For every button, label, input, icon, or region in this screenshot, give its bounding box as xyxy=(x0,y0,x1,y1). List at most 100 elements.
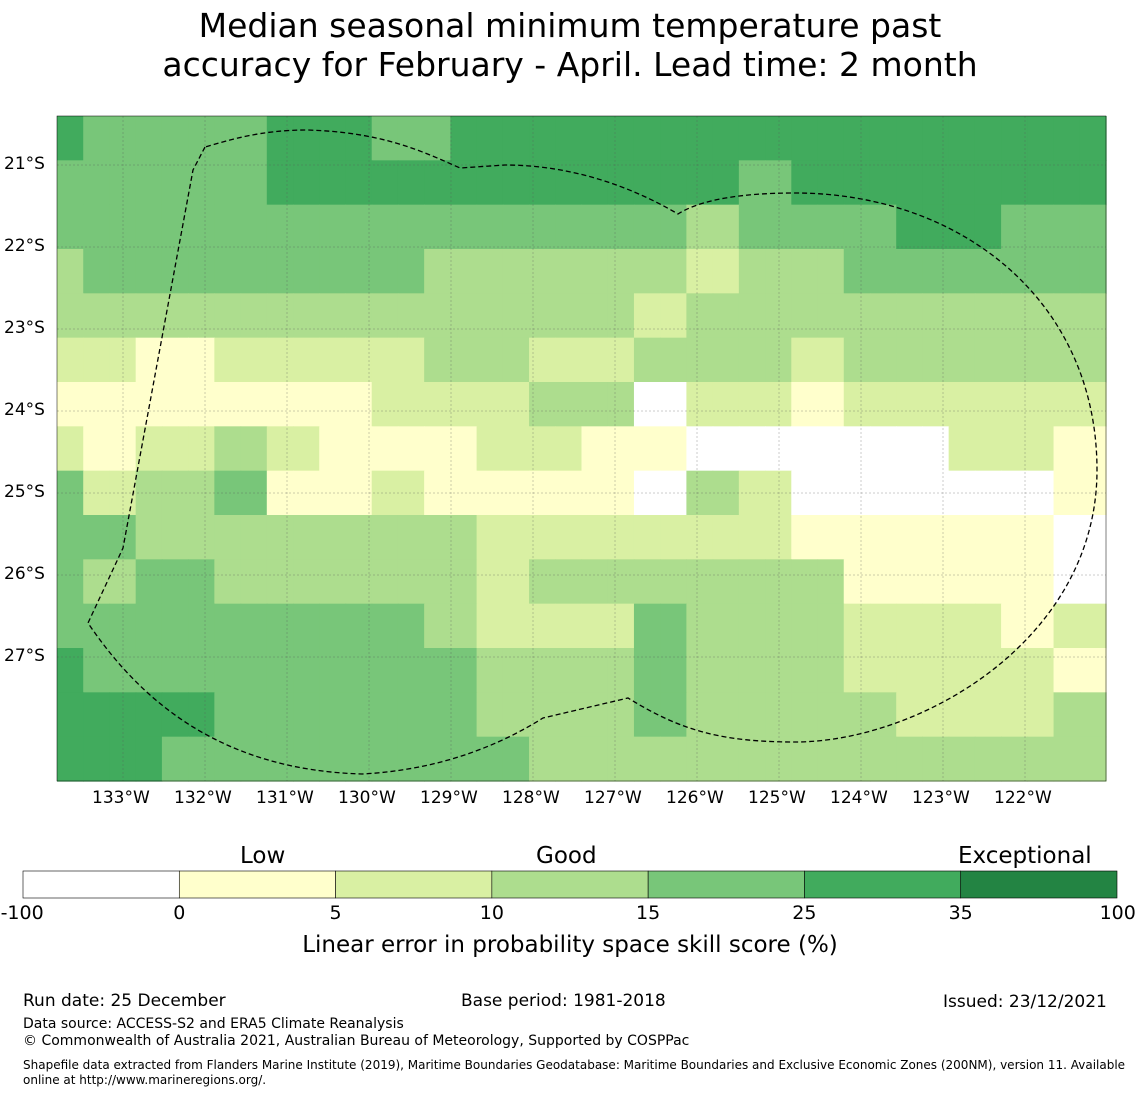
grid-cell xyxy=(581,293,609,339)
grid-cell xyxy=(266,160,294,206)
grid-cell xyxy=(476,426,504,472)
grid-cell xyxy=(161,382,189,427)
grid-cell xyxy=(1079,293,1107,339)
grid-cell xyxy=(686,249,714,294)
grid-cell xyxy=(633,293,661,339)
grid-cell xyxy=(57,692,84,738)
grid-cell xyxy=(974,116,1002,161)
grid-cell xyxy=(738,116,766,161)
grid-cell xyxy=(502,293,530,339)
grid-cell xyxy=(319,692,347,738)
grid-cell xyxy=(660,382,688,427)
grid-cell xyxy=(240,249,268,294)
grid-cell xyxy=(1001,293,1028,339)
grid-cell xyxy=(319,337,347,383)
grid-cell xyxy=(712,204,740,250)
grid-cell xyxy=(424,116,451,161)
grid-cell xyxy=(686,293,714,339)
grid-cell xyxy=(555,736,583,782)
grid-cell xyxy=(843,204,871,250)
grid-cell xyxy=(135,204,163,250)
longitude-label: 133°W xyxy=(92,788,150,808)
grid-cell xyxy=(240,736,268,782)
grid-cell xyxy=(686,426,714,472)
grid-cell xyxy=(214,382,242,427)
latitude-label: 26°S xyxy=(4,564,45,584)
grid-cell xyxy=(843,293,871,339)
grid-cell xyxy=(974,603,1002,649)
grid-cell xyxy=(188,692,215,738)
grid-cell xyxy=(345,337,373,383)
colorbar-tick-label: 35 xyxy=(948,902,973,924)
grid-cell xyxy=(633,603,661,649)
grid-cell xyxy=(712,559,740,605)
grid-cell xyxy=(791,515,819,560)
grid-cell xyxy=(712,337,740,383)
grid-cell xyxy=(345,160,373,206)
grid-cell xyxy=(948,648,976,693)
grid-cell xyxy=(581,249,609,294)
grid-cell xyxy=(896,559,924,605)
grid-cell xyxy=(397,559,425,605)
grid-cell xyxy=(83,293,111,339)
grid-cell xyxy=(817,648,845,693)
grid-cell xyxy=(57,603,84,649)
grid-cell xyxy=(765,204,792,250)
grid-cell xyxy=(660,692,688,738)
grid-cell xyxy=(240,648,268,693)
grid-cell xyxy=(1001,249,1028,294)
grid-cell xyxy=(266,603,294,649)
grid-cell xyxy=(161,515,189,560)
grid-cell xyxy=(633,382,661,427)
grid-cell xyxy=(293,337,320,383)
grid-cell xyxy=(765,293,792,339)
grid-cell xyxy=(869,116,897,161)
grid-cell xyxy=(896,603,924,649)
shapefile-credit: Shapefile data extracted from Flanders M… xyxy=(23,1058,1126,1087)
grid-cell xyxy=(1079,337,1107,383)
grid-cell xyxy=(712,648,740,693)
grid-cell xyxy=(293,293,320,339)
grid-cell xyxy=(319,382,347,427)
grid-cell xyxy=(83,382,111,427)
grid-cell xyxy=(974,515,1002,560)
grid-cell xyxy=(1001,382,1028,427)
grid-cell xyxy=(1027,692,1055,738)
grid-cell xyxy=(1001,648,1028,693)
grid-cell xyxy=(1027,648,1055,693)
grid-cell xyxy=(476,160,504,206)
colorbar-segment xyxy=(491,870,649,899)
grid-cell xyxy=(843,736,871,782)
grid-cell xyxy=(476,692,504,738)
grid-cell xyxy=(974,736,1002,782)
grid-cell xyxy=(319,160,347,206)
grid-cell xyxy=(83,204,111,250)
grid-cell xyxy=(791,382,819,427)
grid-cell xyxy=(240,337,268,383)
colorbar-tick-label: 5 xyxy=(329,902,342,924)
grid-cell xyxy=(948,603,976,649)
grid-cell xyxy=(476,293,504,339)
grid-cell xyxy=(1027,426,1055,472)
grid-cell xyxy=(266,559,294,605)
colorbar-tick-label: 100 xyxy=(1099,902,1136,924)
grid-cell xyxy=(57,559,84,605)
grid-cell xyxy=(817,204,845,250)
grid-cell xyxy=(1027,249,1055,294)
grid-cell xyxy=(607,515,635,560)
grid-cell xyxy=(266,426,294,472)
grid-cell xyxy=(1053,382,1081,427)
grid-cell xyxy=(502,249,530,294)
skill-grid-cells xyxy=(57,116,1107,782)
grid-cell xyxy=(529,559,556,605)
grid-cell xyxy=(135,559,163,605)
grid-cell xyxy=(738,515,766,560)
grid-cell xyxy=(83,249,111,294)
grid-cell xyxy=(712,116,740,161)
data-source: Data source: ACCESS-S2 and ERA5 Climate … xyxy=(23,1016,404,1032)
grid-cell xyxy=(1079,515,1107,560)
grid-cell xyxy=(502,603,530,649)
grid-cell xyxy=(1079,426,1107,472)
grid-cell xyxy=(1079,736,1107,782)
